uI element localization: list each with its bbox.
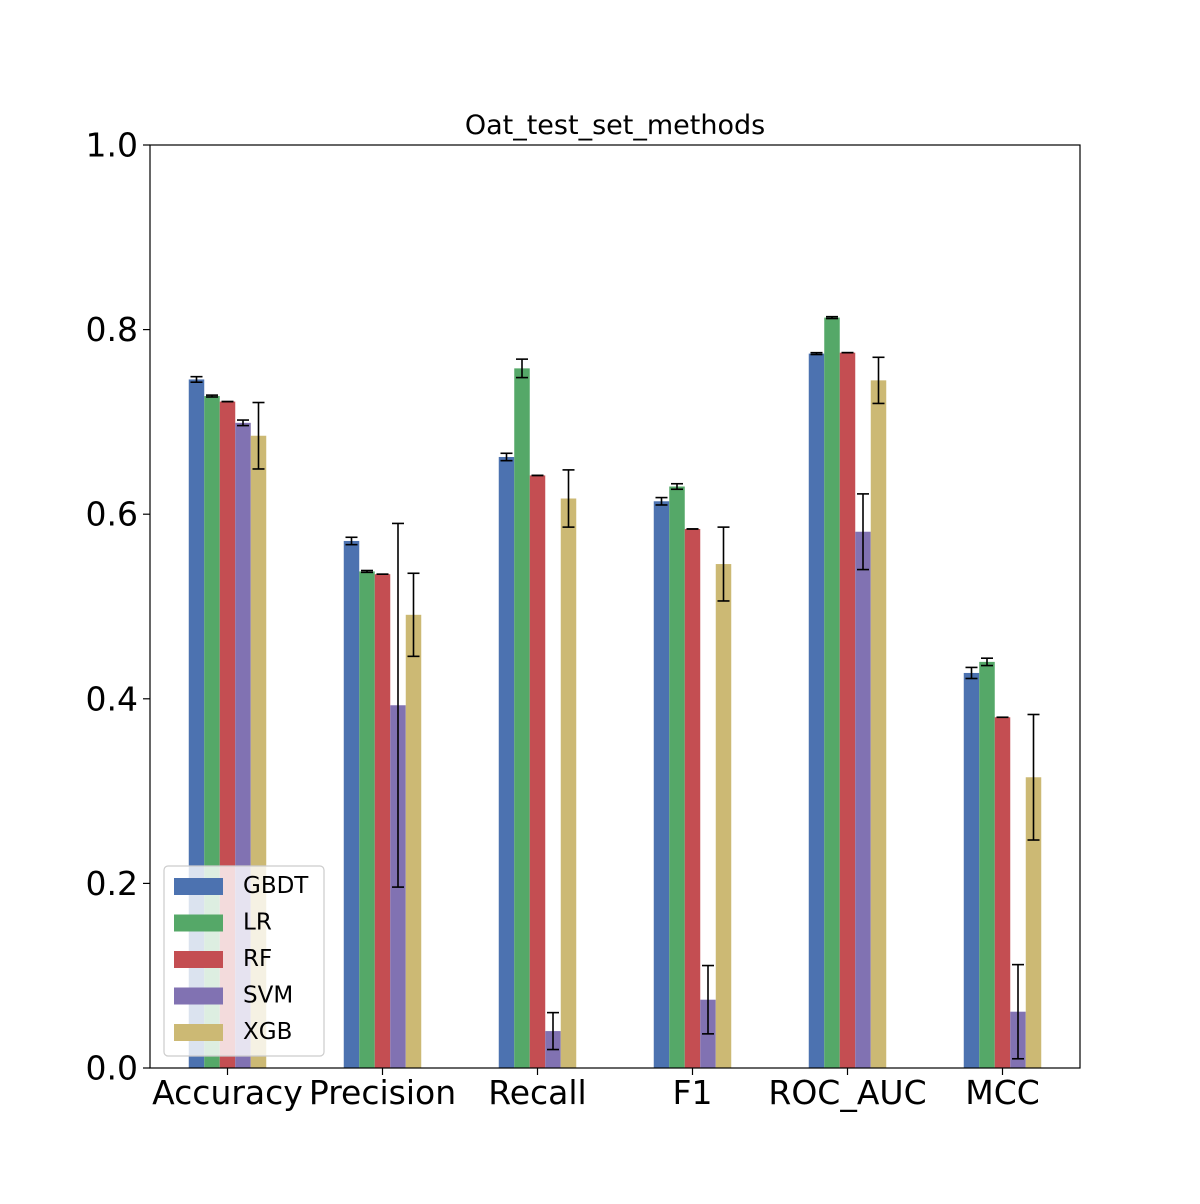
y-tick-label: 0.2 [86,864,138,903]
legend-label-xgb: XGB [243,1019,292,1045]
error-bar-gbdt-accuracy [190,375,203,384]
legend-label-gbdt: GBDT [243,873,309,899]
legend-swatch-gbdt [174,878,223,895]
bar-gbdt-recall [498,456,515,1068]
error-bar-svm-f1 [702,964,714,1035]
bar-gbdt-f1 [653,501,670,1068]
error-bar-xgb-recall [562,469,575,528]
legend-label-lr: LR [243,910,272,936]
legend-swatch-lr [174,914,223,932]
bar-rf-recall [529,475,546,1069]
x-tick-label: Accuracy [152,1073,303,1112]
bar-lr-f1 [669,486,685,1068]
error-bar-svm-accuracy [237,419,249,427]
bar-xgb-precision [405,614,422,1068]
legend-box [163,865,325,1057]
error-bar-gbdt-f1 [655,496,668,506]
bar-gbdt-mcc [963,672,980,1068]
y-tick-label: 0.8 [86,310,138,349]
error-bar-lr-recall [516,358,528,379]
bar-lr-recall [514,368,530,1069]
x-tick-label: Precision [309,1073,456,1112]
bar-rf-f1 [684,528,701,1068]
bar-gbdt-roc_auc [808,353,825,1068]
legend-swatch-rf [174,951,223,968]
bar-rf-roc_auc [839,352,856,1068]
legend-swatch-svm [174,987,223,1005]
error-bar-lr-precision [361,569,373,574]
bars-layer [188,317,1042,1069]
x-tick-label: ROC_AUC [768,1073,926,1112]
error-bar-lr-roc_auc [826,315,838,320]
bar-xgb-mcc [1025,777,1042,1068]
error-bar-gbdt-mcc [965,666,978,680]
bar-gbdt-precision [343,540,360,1068]
error-bar-xgb-f1 [717,526,730,602]
error-bar-lr-mcc [981,657,993,667]
error-bar-xgb-accuracy [252,401,265,470]
y-tick-label: 0.6 [86,495,138,534]
legend-swatch-xgb [174,1024,223,1041]
error-bar-xgb-precision [407,572,420,658]
y-tick-label: 1.0 [86,126,138,165]
axes-layer: 0.0 0.2 0.4 0.6 0.8 1.0 Accuracy Precision Recal… [86,126,1081,1112]
error-bar-gbdt-roc_auc [810,351,823,356]
error-bar-svm-precision [392,522,404,888]
error-bar-xgb-roc_auc [872,356,885,405]
error-bar-gbdt-precision [345,536,358,546]
bar-rf-precision [374,574,391,1068]
error-bars-layer [190,315,1040,1060]
chart-title: Oat_test_set_methods [465,110,765,141]
error-bar-svm-roc_auc [857,493,869,571]
bar-xgb-f1 [715,564,732,1068]
bar-lr-mcc [979,661,995,1068]
error-bar-xgb-mcc [1027,713,1040,841]
error-bar-gbdt-recall [500,452,513,462]
error-bar-svm-mcc [1012,963,1024,1060]
bar-lr-roc_auc [824,317,840,1068]
bar-xgb-roc_auc [870,380,887,1068]
legend-label-rf: RF [243,946,272,972]
plot-frame [149,144,1081,1069]
bar-lr-precision [359,571,375,1068]
y-tick-label: 0.0 [86,1049,138,1088]
error-bar-lr-f1 [671,482,683,491]
bar-svm-roc_auc [855,531,871,1068]
x-tick-label: MCC [965,1073,1040,1112]
x-tick-label: Recall [488,1073,586,1112]
error-bar-svm-recall [547,1011,559,1051]
x-tick-label: F1 [673,1073,713,1112]
legend: GBDT LR RF SVM XGB [163,865,325,1057]
y-tick-label: 0.4 [86,679,138,718]
bar-rf-mcc [994,717,1011,1068]
error-bar-lr-accuracy [206,394,218,398]
bar-xgb-recall [560,498,577,1068]
legend-label-svm: SVM [243,983,293,1009]
